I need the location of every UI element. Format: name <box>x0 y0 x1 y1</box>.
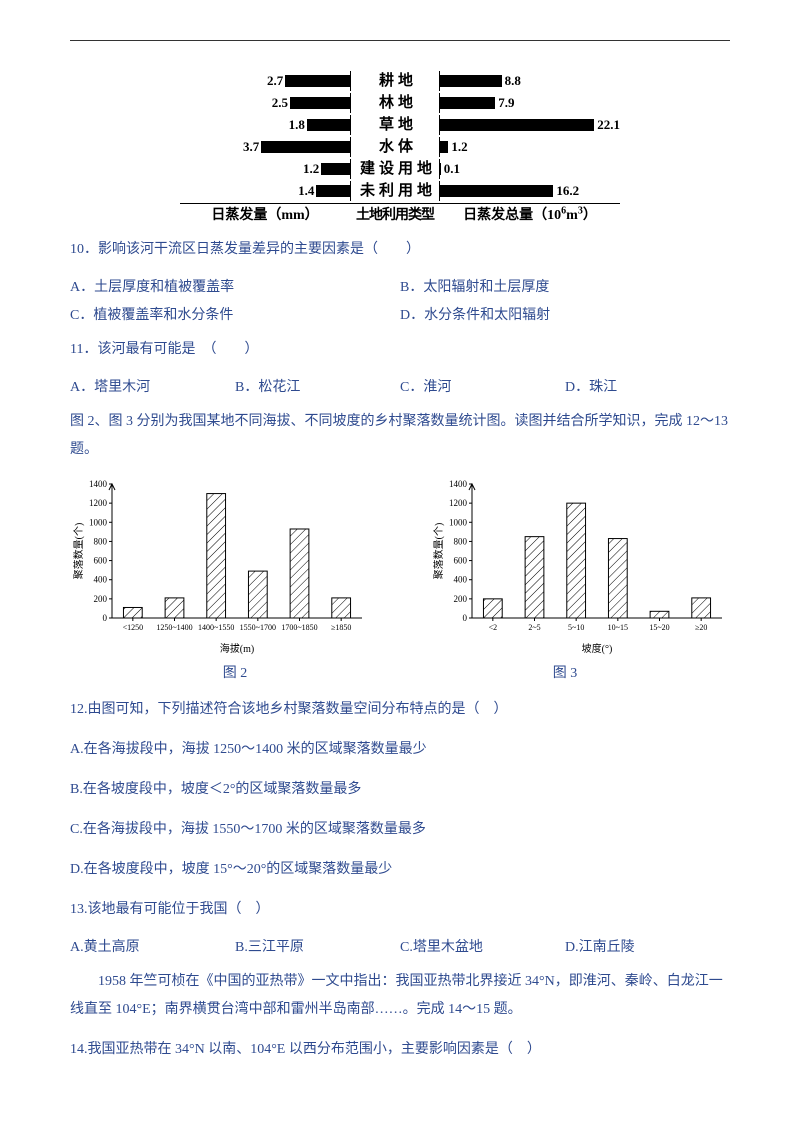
svg-text:1400: 1400 <box>89 479 108 489</box>
svg-text:1200: 1200 <box>449 498 468 508</box>
svg-text:10~15: 10~15 <box>608 623 628 632</box>
q13-stem: 13.该地最有可能位于我国（ ） <box>70 896 730 924</box>
svg-text:600: 600 <box>94 556 108 566</box>
q13-options: A.黄土高原 B.三江平原 C.塔里木盆地 D.江南丘陵 <box>70 936 730 956</box>
fig23-intro: 图 2、图 3 分别为我国某地不同海拔、不同坡度的乡村聚落数量统计图。读图并结合… <box>70 408 730 464</box>
q10-stem: 10．影响该河干流区日蒸发量差异的主要因素是（ ） <box>70 236 730 264</box>
bar-row: 1.4未利用地16.2 <box>180 181 620 201</box>
right-axis-label: 日蒸发总量（106m3） <box>440 204 620 224</box>
svg-text:<2: <2 <box>489 623 498 632</box>
histogram-slope: 0 200 400 600 800 1000 1200 1400 聚落数量(个) <2 2~5 5~1… <box>430 476 730 656</box>
q10-options-row2: C．植被覆盖率和水分条件 D．水分条件和太阳辐射 <box>70 304 730 324</box>
svg-text:≥20: ≥20 <box>695 623 707 632</box>
center-axis-label: 土地利用类型 <box>350 204 440 224</box>
bar-row: 2.7耕地8.8 <box>180 71 620 91</box>
svg-text:1400: 1400 <box>449 479 468 489</box>
svg-text:200: 200 <box>94 594 108 604</box>
q13-opt-a: A.黄土高原 <box>70 936 235 956</box>
q10-opt-b: B．太阳辐射和土层厚度 <box>400 276 730 296</box>
svg-text:400: 400 <box>454 575 468 585</box>
svg-text:坡度(°): 坡度(°) <box>582 642 613 655</box>
q11-options: A．塔里木河 B．松花江 C．淮河 D．珠江 <box>70 376 730 396</box>
q11-opt-a: A．塔里木河 <box>70 376 235 396</box>
q10-opt-a: A．土层厚度和植被覆盖率 <box>70 276 400 296</box>
q11-opt-b: B．松花江 <box>235 376 400 396</box>
bar-row: 1.8草地22.1 <box>180 115 620 135</box>
svg-text:1550~1700: 1550~1700 <box>240 623 276 632</box>
svg-text:600: 600 <box>454 556 468 566</box>
svg-text:≥1850: ≥1850 <box>331 623 351 632</box>
q10-opt-c: C．植被覆盖率和水分条件 <box>70 304 400 324</box>
bar-row: 1.2建设用地0.1 <box>180 159 620 179</box>
svg-text:1250~1400: 1250~1400 <box>156 623 192 632</box>
chart-axis-labels: 日蒸发量（mm） 土地利用类型 日蒸发总量（106m3） <box>180 204 620 224</box>
evaporation-bar-chart: 2.7耕地8.82.5林地7.91.8草地22.13.7水体1.21.2建设用地… <box>180 71 620 224</box>
histogram-elevation: 0 200 400 600 800 1000 1200 1400 聚落数量(个) <1250 125… <box>70 476 370 656</box>
q12-stem: 12.由图可知，下列描述符合该地乡村聚落数量空间分布特点的是（ ） <box>70 696 730 724</box>
hist2-caption: 图 2 <box>223 662 248 682</box>
q11-opt-d: D．珠江 <box>565 376 730 396</box>
svg-text:1000: 1000 <box>449 517 468 527</box>
hist3-caption: 图 3 <box>553 662 578 682</box>
svg-text:<1250: <1250 <box>123 623 144 632</box>
svg-text:聚落数量(个): 聚落数量(个) <box>72 523 85 580</box>
svg-text:0: 0 <box>103 613 108 623</box>
q13-opt-d: D.江南丘陵 <box>565 936 730 956</box>
svg-text:海拔(m): 海拔(m) <box>220 642 254 655</box>
left-axis-label: 日蒸发量（mm） <box>180 204 350 224</box>
svg-text:1000: 1000 <box>89 517 108 527</box>
q10-options-row1: A．土层厚度和植被覆盖率 B．太阳辐射和土层厚度 <box>70 276 730 296</box>
svg-text:5~10: 5~10 <box>568 623 584 632</box>
svg-text:15~20: 15~20 <box>649 623 669 632</box>
svg-text:800: 800 <box>94 536 108 546</box>
svg-text:1700~1850: 1700~1850 <box>281 623 317 632</box>
svg-text:1400~1550: 1400~1550 <box>198 623 234 632</box>
bar-row: 2.5林地7.9 <box>180 93 620 113</box>
q11-stem: 11．该河最有可能是 （ ） <box>70 336 730 364</box>
svg-text:1200: 1200 <box>89 498 108 508</box>
svg-text:200: 200 <box>454 594 468 604</box>
q10-opt-d: D．水分条件和太阳辐射 <box>400 304 730 324</box>
page-top-rule <box>70 40 730 41</box>
svg-text:2~5: 2~5 <box>528 623 540 632</box>
svg-text:0: 0 <box>463 613 468 623</box>
bar-row: 3.7水体1.2 <box>180 137 620 157</box>
histogram-pair: 0 200 400 600 800 1000 1200 1400 聚落数量(个) <1250 125… <box>70 476 730 656</box>
q12-opt-a: A.在各海拔段中，海拔 1250～1400 米的区域聚落数量最少 <box>70 736 730 764</box>
q13-opt-b: B.三江平原 <box>235 936 400 956</box>
intro-1415: 1958 年竺可桢在《中国的亚热带》一文中指出：我国亚热带北界接近 34°N，即… <box>70 968 730 1024</box>
q13-opt-c: C.塔里木盆地 <box>400 936 565 956</box>
svg-text:聚落数量(个): 聚落数量(个) <box>432 523 445 580</box>
q12-opt-c: C.在各海拔段中，海拔 1550～1700 米的区域聚落数量最多 <box>70 816 730 844</box>
svg-text:400: 400 <box>94 575 108 585</box>
svg-text:800: 800 <box>454 536 468 546</box>
q11-opt-c: C．淮河 <box>400 376 565 396</box>
q12-opt-d: D.在各坡度段中，坡度 15°～20°的区域聚落数量最少 <box>70 856 730 884</box>
q12-opt-b: B.在各坡度段中，坡度＜2°的区域聚落数量最多 <box>70 776 730 804</box>
q14-stem: 14.我国亚热带在 34°N 以南、104°E 以西分布范围小，主要影响因素是（… <box>70 1036 730 1064</box>
